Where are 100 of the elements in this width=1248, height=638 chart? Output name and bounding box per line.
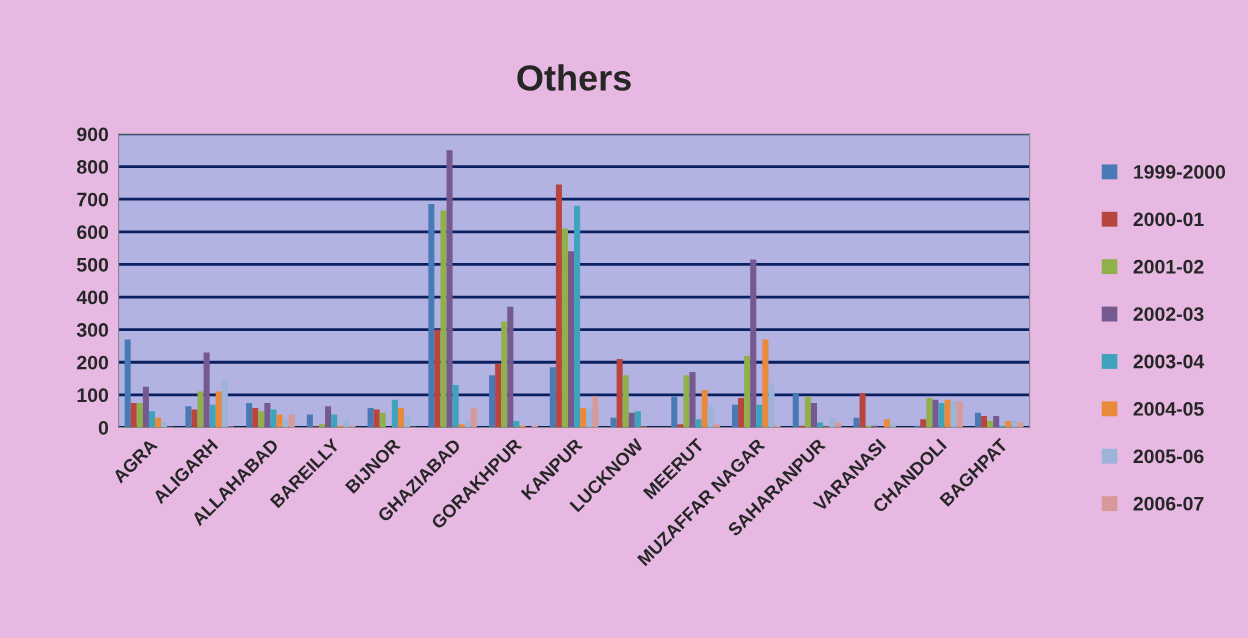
bar	[622, 375, 629, 428]
bar	[974, 412, 982, 428]
bar	[1011, 420, 1018, 428]
bar	[713, 424, 720, 428]
bar	[391, 399, 398, 428]
bar	[981, 416, 988, 428]
y-tick-label: 300	[76, 323, 109, 337]
bar	[404, 416, 411, 428]
legend-label: 2000-01	[1133, 212, 1204, 227]
bar	[756, 404, 763, 428]
bar	[1017, 422, 1024, 428]
bar	[264, 403, 271, 428]
y-tick-label: 500	[77, 257, 109, 272]
bar	[246, 403, 253, 428]
bar	[883, 419, 890, 428]
bar	[489, 375, 496, 428]
bar	[373, 409, 380, 428]
bar	[938, 403, 945, 428]
legend-label: 2005-06	[1133, 449, 1204, 464]
bar	[956, 401, 963, 428]
bar	[501, 321, 508, 428]
bar	[853, 417, 860, 428]
bar	[464, 420, 471, 428]
y-tick-label: 0	[98, 420, 109, 435]
bar	[634, 411, 641, 428]
bar	[458, 424, 465, 428]
bar	[926, 398, 933, 428]
bar	[889, 424, 896, 428]
y-tick-label: 700	[77, 192, 109, 207]
bar	[288, 414, 295, 428]
bar	[446, 150, 453, 428]
bar	[270, 409, 277, 428]
bar	[920, 419, 927, 428]
bar	[707, 406, 714, 428]
y-tick-label: 800	[77, 160, 109, 174]
bar	[859, 393, 866, 428]
bar	[944, 399, 951, 428]
bar	[130, 403, 137, 428]
legend-label: 2003-04	[1133, 354, 1205, 369]
bar	[731, 404, 739, 428]
bar	[325, 406, 332, 428]
bar	[306, 414, 313, 428]
bar	[555, 184, 562, 428]
bar	[549, 367, 556, 428]
bar	[683, 375, 690, 428]
bar	[331, 414, 338, 428]
bar	[1005, 420, 1012, 428]
bar	[513, 420, 520, 428]
bar	[810, 403, 818, 428]
bar	[586, 409, 593, 428]
y-tick-label: 400	[76, 290, 109, 305]
bar	[197, 391, 204, 428]
bar	[804, 396, 811, 428]
bar	[701, 389, 708, 428]
bar	[155, 417, 162, 428]
bar	[215, 391, 222, 428]
bar	[568, 251, 575, 428]
bar	[203, 352, 210, 428]
bar	[744, 355, 751, 428]
bar	[282, 419, 289, 428]
bar	[142, 386, 149, 428]
bar	[987, 420, 994, 428]
bar	[343, 419, 350, 428]
bar	[148, 411, 155, 428]
bar	[470, 407, 477, 428]
bar	[580, 407, 587, 428]
bar	[221, 380, 228, 428]
bar	[677, 424, 684, 428]
bar	[440, 210, 447, 428]
bar	[136, 403, 143, 428]
bar	[616, 358, 623, 428]
bar	[689, 372, 696, 428]
bar	[671, 396, 678, 428]
bar	[397, 407, 405, 428]
chart-title: Others	[517, 64, 631, 91]
bar	[628, 412, 635, 428]
bar	[507, 306, 514, 428]
bar	[185, 406, 192, 428]
legend-label: 2004-05	[1133, 402, 1204, 416]
bar	[695, 419, 702, 428]
bar	[191, 409, 198, 428]
bar	[252, 407, 259, 428]
bar	[610, 417, 617, 428]
bar	[428, 204, 435, 428]
bar	[318, 424, 326, 428]
legend-label: 2001-02	[1133, 259, 1204, 274]
bar	[829, 417, 836, 428]
bar	[367, 407, 374, 428]
bar	[276, 414, 283, 428]
bar	[932, 399, 939, 428]
bar	[768, 383, 775, 428]
bar	[792, 393, 799, 428]
bar	[495, 363, 502, 428]
bar	[209, 404, 216, 428]
y-tick-label: 600	[77, 225, 109, 240]
bar	[452, 385, 459, 428]
bar	[574, 205, 581, 428]
bar	[993, 416, 1000, 428]
legend-label: 2002-03	[1133, 307, 1204, 322]
bar	[950, 401, 957, 428]
